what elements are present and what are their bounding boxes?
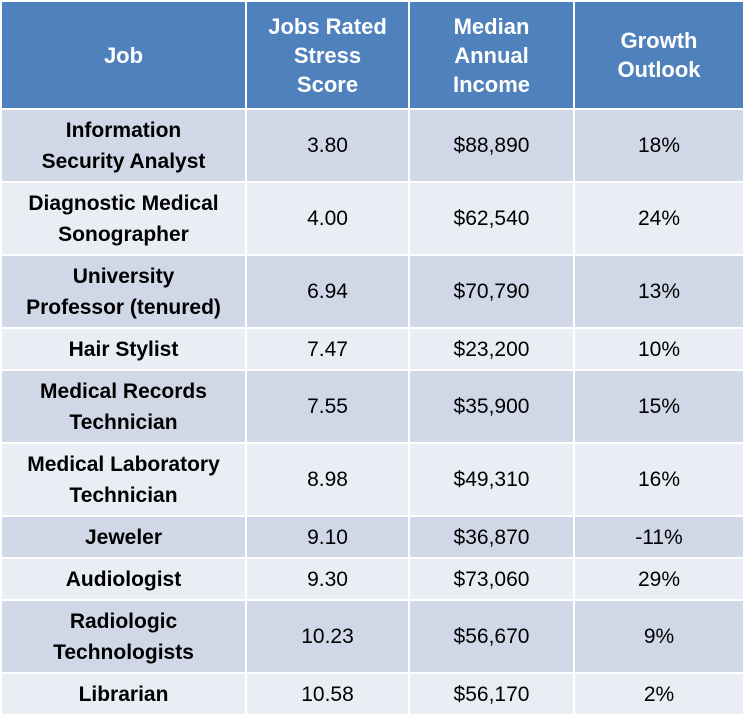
cell-job: Radiologic Technologists [0, 599, 247, 674]
table-row: Diagnostic Medical Sonographer 4.00 $62,5… [0, 181, 745, 256]
cell-growth-outlook: 16% [573, 442, 745, 517]
cell-growth-outlook: 13% [573, 254, 745, 329]
cell-stress-score: 7.55 [245, 369, 410, 444]
cell-median-income: $56,670 [408, 599, 575, 674]
cell-growth-outlook: 10% [573, 327, 745, 371]
cell-median-income: $56,170 [408, 672, 575, 716]
cell-stress-score: 7.47 [245, 327, 410, 371]
cell-median-income: $23,200 [408, 327, 575, 371]
cell-job: Audiologist [0, 557, 247, 601]
cell-job: Diagnostic Medical Sonographer [0, 181, 247, 256]
cell-job: Librarian [0, 672, 247, 716]
cell-median-income: $70,790 [408, 254, 575, 329]
cell-job: Hair Stylist [0, 327, 247, 371]
cell-growth-outlook: 2% [573, 672, 745, 716]
header-median-income: Median Annual Income [408, 0, 575, 110]
header-stress-score: Jobs Rated Stress Score [245, 0, 410, 110]
table-row: Medical Records Technician 7.55 $35,900 1… [0, 369, 745, 444]
cell-stress-score: 10.23 [245, 599, 410, 674]
table-row: Jeweler 9.10 $36,870 -11% [0, 515, 745, 559]
table-row: Librarian 10.58 $56,170 2% [0, 672, 745, 716]
cell-growth-outlook: 24% [573, 181, 745, 256]
table-row: Radiologic Technologists 10.23 $56,670 9% [0, 599, 745, 674]
header-job: Job [0, 0, 247, 110]
cell-stress-score: 4.00 [245, 181, 410, 256]
cell-job: Medical Laboratory Technician [0, 442, 247, 517]
table-row: Audiologist 9.30 $73,060 29% [0, 557, 745, 601]
header-growth-outlook: Growth Outlook [573, 0, 745, 110]
cell-stress-score: 6.94 [245, 254, 410, 329]
cell-median-income: $49,310 [408, 442, 575, 517]
cell-stress-score: 3.80 [245, 108, 410, 183]
cell-growth-outlook: 9% [573, 599, 745, 674]
table-row: Information Security Analyst 3.80 $88,890… [0, 108, 745, 183]
cell-stress-score: 10.58 [245, 672, 410, 716]
table-row: Hair Stylist 7.47 $23,200 10% [0, 327, 745, 371]
cell-median-income: $35,900 [408, 369, 575, 444]
cell-median-income: $62,540 [408, 181, 575, 256]
cell-job: Medical Records Technician [0, 369, 247, 444]
table-row: University Professor (tenured) 6.94 $70,7… [0, 254, 745, 329]
cell-stress-score: 8.98 [245, 442, 410, 517]
header-row: Job Jobs Rated Stress Score Median Annual In… [0, 0, 745, 110]
cell-median-income: $88,890 [408, 108, 575, 183]
cell-job: Information Security Analyst [0, 108, 247, 183]
table-row: Medical Laboratory Technician 8.98 $49,31… [0, 442, 745, 517]
cell-stress-score: 9.30 [245, 557, 410, 601]
cell-median-income: $36,870 [408, 515, 575, 559]
cell-stress-score: 9.10 [245, 515, 410, 559]
cell-job: University Professor (tenured) [0, 254, 247, 329]
cell-median-income: $73,060 [408, 557, 575, 601]
cell-job: Jeweler [0, 515, 247, 559]
cell-growth-outlook: 15% [573, 369, 745, 444]
cell-growth-outlook: 18% [573, 108, 745, 183]
cell-growth-outlook: 29% [573, 557, 745, 601]
cell-growth-outlook: -11% [573, 515, 745, 559]
